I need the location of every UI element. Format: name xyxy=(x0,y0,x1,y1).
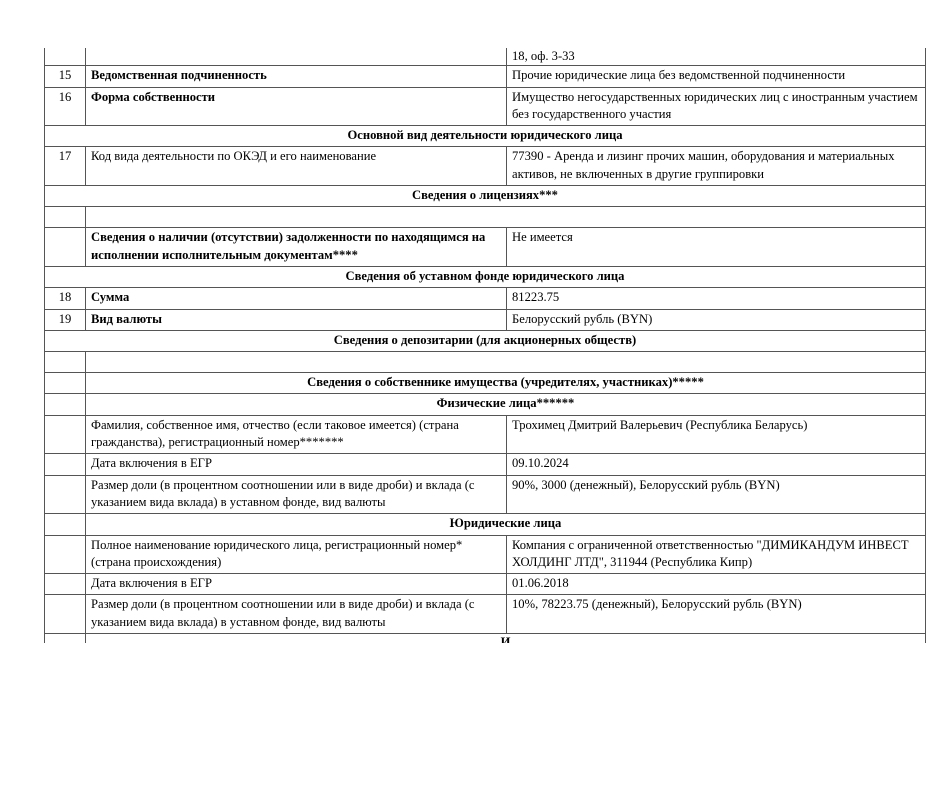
row-number-cell xyxy=(44,414,86,455)
row-label-cell: Размер доли (в процентном соотношении ил… xyxy=(85,474,507,515)
section-header-row-cut: И xyxy=(44,633,926,644)
row-value-cell: 09.10.2024 xyxy=(506,453,926,476)
table-body: 18, оф. 3-33 15 Ведомственная подчиненно… xyxy=(44,48,926,644)
section-title: Юридические лица xyxy=(85,513,926,536)
section-header-row: Сведения о лицензиях*** xyxy=(44,185,926,208)
row-label-cell: Форма собственности xyxy=(85,86,507,127)
table-row: Дата включения в ЕГР 01.06.2018 xyxy=(44,573,926,596)
row-value-cell: Трохимец Дмитрий Валерьевич (Республика … xyxy=(506,414,926,455)
table-row: Фамилия, собственное имя, отчество (если… xyxy=(44,414,926,455)
table-row: 17 Код вида деятельности по ОКЭД и его н… xyxy=(44,146,926,187)
row-number-cell xyxy=(44,372,86,395)
section-title-cut: И xyxy=(85,633,926,644)
table-row-empty xyxy=(44,351,926,374)
row-value-cell: Не имеется xyxy=(506,227,926,267)
section-header-row: Сведения о депозитарии (для акционерных … xyxy=(44,329,926,353)
row-number-cell xyxy=(44,534,86,575)
section-header-row: Юридические лица xyxy=(44,513,926,536)
row-value-cell: Белорусский рубль (BYN) xyxy=(506,308,926,331)
section-title: Основной вид деятельности юридического л… xyxy=(44,125,926,148)
section-title: Сведения о лицензиях*** xyxy=(44,185,926,208)
table-row: Полное наименование юридического лица, р… xyxy=(44,534,926,575)
row-number-cell: 19 xyxy=(44,308,86,331)
row-value-cell: Компания с ограниченной ответственностью… xyxy=(506,534,926,575)
table-row: 16 Форма собственности Имущество негосуд… xyxy=(44,86,926,127)
table-row: 15 Ведомственная подчиненность Прочие юр… xyxy=(44,65,926,88)
row-value-cell: 77390 - Аренда и лизинг прочих машин, об… xyxy=(506,146,926,187)
row-number-cell xyxy=(44,453,86,476)
row-label-cell: Сумма xyxy=(85,287,507,310)
section-title: Физические лица****** xyxy=(85,393,926,416)
row-label-cell: Фамилия, собственное имя, отчество (если… xyxy=(85,414,507,455)
row-label-cell: Ведомственная подчиненность xyxy=(85,65,507,88)
table-row: 18, оф. 3-33 xyxy=(44,48,926,67)
row-value-cell: 01.06.2018 xyxy=(506,573,926,596)
row-label-cell: Код вида деятельности по ОКЭД и его наим… xyxy=(85,146,507,187)
table-row: Сведения о наличии (отсутствии) задолжен… xyxy=(44,227,926,267)
section-title: Сведения о собственнике имущества (учред… xyxy=(85,372,926,395)
row-label-cell: Вид валюты xyxy=(85,308,507,331)
row-number-cell xyxy=(44,351,86,374)
row-label-cell: Дата включения в ЕГР xyxy=(85,573,507,596)
row-number-cell: 16 xyxy=(44,86,86,127)
row-label-cell: Сведения о наличии (отсутствии) задолжен… xyxy=(85,227,507,267)
row-label-cell: Полное наименование юридического лица, р… xyxy=(85,534,507,575)
row-value-cell: Прочие юридические лица без ведомственно… xyxy=(506,65,926,88)
section-header-row: Основной вид деятельности юридического л… xyxy=(44,125,926,148)
row-label-cell: Дата включения в ЕГР xyxy=(85,453,507,476)
row-number-cell xyxy=(44,474,86,515)
section-header-row: Сведения об уставном фонде юридического … xyxy=(44,265,926,289)
table-row: 19 Вид валюты Белорусский рубль (BYN) xyxy=(44,308,926,331)
row-value-cell: 18, оф. 3-33 xyxy=(506,48,926,67)
row-number-cell xyxy=(44,594,86,635)
registry-extract-table: 18, оф. 3-33 15 Ведомственная подчиненно… xyxy=(44,48,926,644)
section-title: Сведения о депозитарии (для акционерных … xyxy=(44,329,926,353)
row-number-cell xyxy=(44,227,86,267)
row-label-cell: Размер доли (в процентном соотношении ил… xyxy=(85,594,507,635)
row-value-cell: 10%, 78223.75 (денежный), Белорусский ру… xyxy=(506,594,926,635)
row-number-cell xyxy=(44,393,86,416)
table-row: Размер доли (в процентном соотношении ил… xyxy=(44,474,926,515)
row-number-cell: 15 xyxy=(44,65,86,88)
section-title: И xyxy=(500,635,511,644)
section-header-row: Физические лица****** xyxy=(44,393,926,416)
table-row: 18 Сумма 81223.75 xyxy=(44,287,926,310)
row-number-cell xyxy=(44,573,86,596)
row-number-cell xyxy=(44,513,86,536)
row-empty-cell xyxy=(85,206,926,229)
row-number-cell xyxy=(44,633,86,644)
section-title: Сведения об уставном фонде юридического … xyxy=(44,265,926,289)
table-row: Дата включения в ЕГР 09.10.2024 xyxy=(44,453,926,476)
table-row: Размер доли (в процентном соотношении ил… xyxy=(44,594,926,635)
row-number-cell xyxy=(44,206,86,229)
section-header-row: Сведения о собственнике имущества (учред… xyxy=(44,372,926,395)
row-value-cell: 81223.75 xyxy=(506,287,926,310)
row-value-cell: Имущество негосударственных юридических … xyxy=(506,86,926,127)
table-row-empty xyxy=(44,206,926,229)
row-number-cell: 17 xyxy=(44,146,86,187)
row-label-cell xyxy=(85,48,507,67)
row-number-cell: 18 xyxy=(44,287,86,310)
row-value-cell: 90%, 3000 (денежный), Белорусский рубль … xyxy=(506,474,926,515)
row-number-cell xyxy=(44,48,86,67)
row-empty-cell xyxy=(85,351,926,374)
